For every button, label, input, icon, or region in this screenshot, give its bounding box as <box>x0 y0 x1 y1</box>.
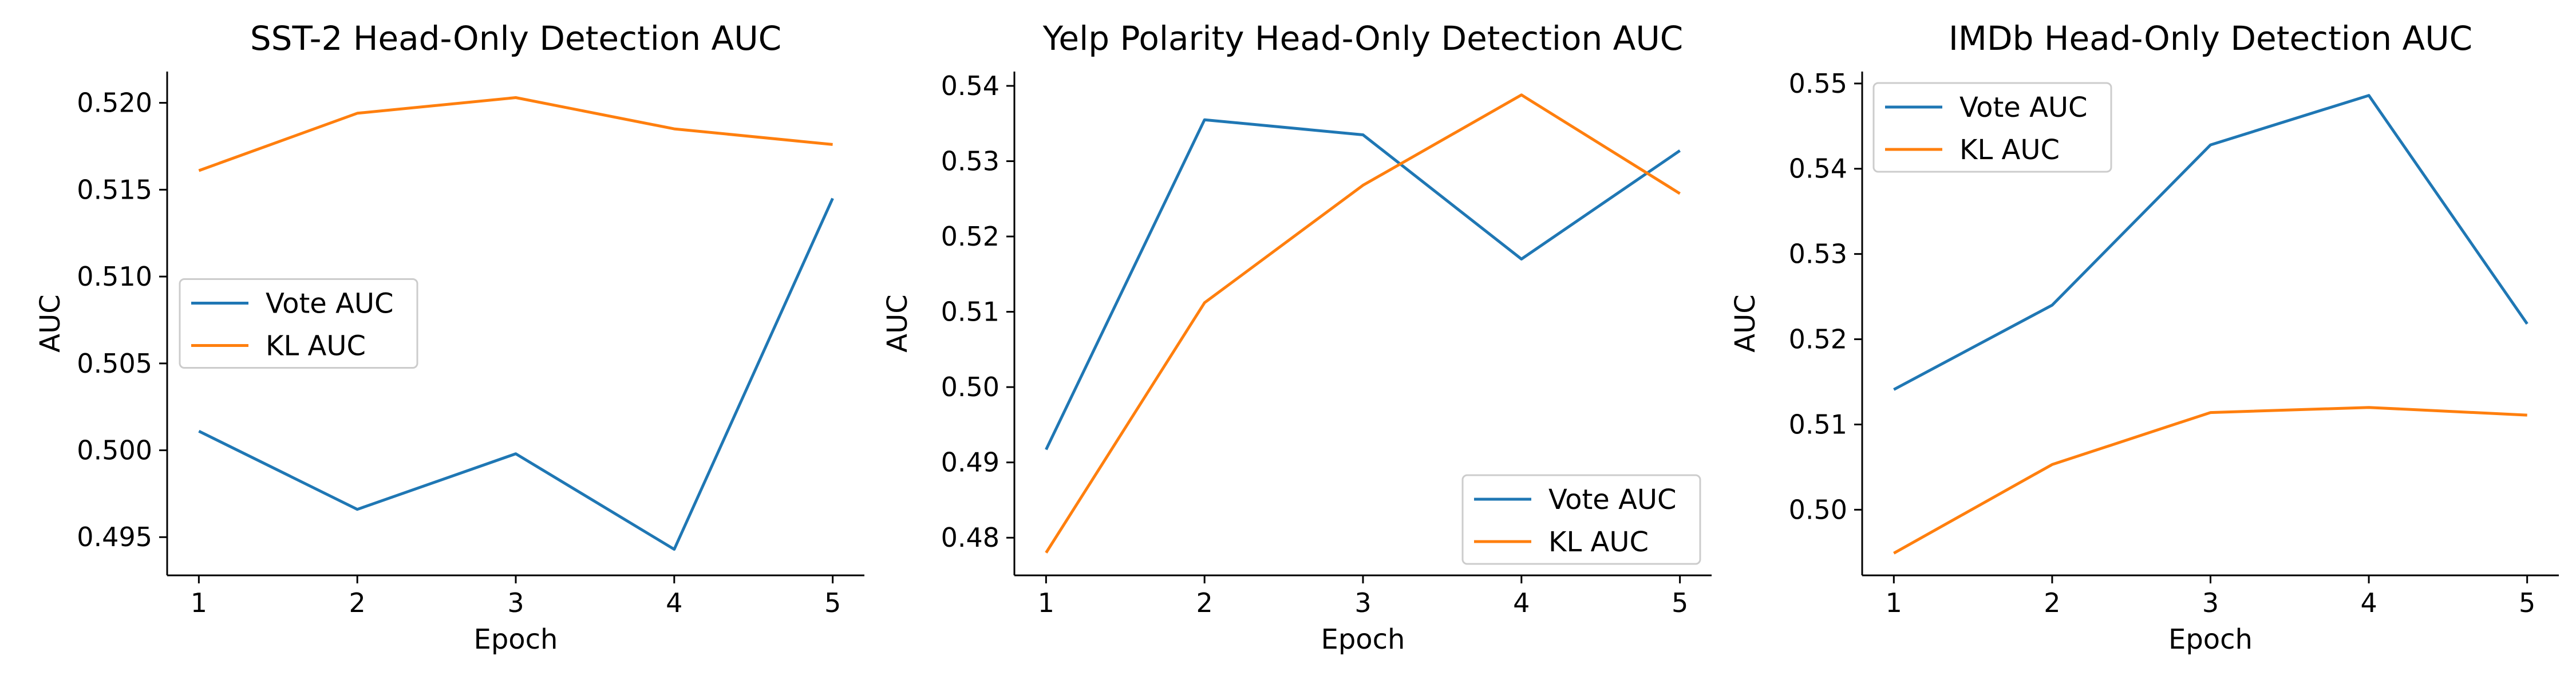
yelp-chart-panel: Yelp Polarity Head-Only Detection AUC 1 2 3… <box>882 19 1712 656</box>
yelp-y-tick-label: 0.52 <box>941 221 999 252</box>
yelp-y-axis-label: AUC <box>882 294 914 352</box>
sst2-x-tick-label: 3 <box>507 587 524 618</box>
yelp-x-axis-label: Epoch <box>1321 623 1405 656</box>
sst2-x-tick-label: 1 <box>191 587 207 618</box>
yelp-x-tick-label: 1 <box>1038 587 1054 618</box>
sst2-y-tick-label: 0.510 <box>77 261 152 292</box>
imdb-y-tick-label: 0.50 <box>1789 494 1847 525</box>
sst2-x-tick-label: 4 <box>666 587 682 618</box>
yelp-y-tick-label: 0.48 <box>941 522 999 553</box>
sst2-x-tick-label: 2 <box>349 587 366 618</box>
imdb-kl-auc-line <box>1893 406 2527 555</box>
sst2-legend: Vote AUC KL AUC <box>179 278 418 369</box>
imdb-x-tick-label: 1 <box>1886 587 1902 618</box>
sst2-y-axis-label: AUC <box>34 294 66 352</box>
sst2-chart-panel: SST-2 Head-Only Detection AUC 1 2 3 4 5 0.495 0… <box>34 19 864 656</box>
yelp-y-tick-label: 0.49 <box>941 447 999 478</box>
imdb-legend: Vote AUC KL AUC <box>1872 82 2112 173</box>
yelp-x-tick-label: 5 <box>1672 587 1688 618</box>
imdb-legend-label: KL AUC <box>1959 134 2060 166</box>
imdb-vote-auc-line <box>1893 94 2528 391</box>
sst2-y-tick-label: 0.520 <box>77 88 152 119</box>
yelp-y-tick-label: 0.54 <box>941 70 999 101</box>
yelp-legend: Vote AUC KL AUC <box>1461 474 1701 565</box>
imdb-x-tick-label: 4 <box>2360 587 2377 618</box>
sst2-y-tick-label: 0.495 <box>77 522 152 552</box>
imdb-y-tick-label: 0.54 <box>1789 153 1847 184</box>
imdb-y-tick-label: 0.55 <box>1789 68 1847 99</box>
imdb-legend-label: Vote AUC <box>1959 92 2088 124</box>
sst2-legend-label: KL AUC <box>266 330 366 362</box>
sst2-y-tick-label: 0.505 <box>77 348 152 379</box>
sst2-x-tick-label: 5 <box>824 587 841 618</box>
imdb-y-axis-label: AUC <box>1729 294 1761 352</box>
sst2-vote-auc-line <box>198 198 834 551</box>
imdb-y-tick-label: 0.52 <box>1789 324 1847 355</box>
yelp-x-tick-label: 2 <box>1196 587 1213 618</box>
yelp-legend-label: KL AUC <box>1548 526 1649 558</box>
yelp-y-tick-label: 0.53 <box>941 146 999 177</box>
sst2-y-tick-label: 0.500 <box>77 435 152 466</box>
imdb-x-tick-label: 5 <box>2519 587 2535 618</box>
imdb-x-tick-label: 2 <box>2044 587 2060 618</box>
imdb-chart-title: IMDb Head-Only Detection AUC <box>1949 19 2472 58</box>
imdb-x-tick-label: 3 <box>2202 587 2219 618</box>
yelp-chart-title: Yelp Polarity Head-Only Detection AUC <box>1042 19 1684 58</box>
sst2-legend-label: Vote AUC <box>266 288 394 320</box>
sst2-chart-title: SST-2 Head-Only Detection AUC <box>250 19 781 58</box>
yelp-y-tick-label: 0.50 <box>941 372 999 402</box>
yelp-legend-label: Vote AUC <box>1548 484 1677 516</box>
yelp-x-tick-label: 4 <box>1513 587 1530 618</box>
sst2-y-tick-label: 0.515 <box>77 174 152 205</box>
sst2-kl-auc-line <box>198 96 833 172</box>
imdb-y-tick-label: 0.53 <box>1789 239 1847 270</box>
imdb-x-axis-label: Epoch <box>2168 623 2253 656</box>
yelp-y-tick-label: 0.51 <box>941 297 999 327</box>
sst2-x-axis-label: Epoch <box>474 623 558 656</box>
imdb-chart-panel: IMDb Head-Only Detection AUC 1 2 3 4 5 0.50 0.5… <box>1729 19 2559 656</box>
yelp-x-tick-label: 3 <box>1354 587 1371 618</box>
imdb-y-tick-label: 0.51 <box>1789 409 1847 440</box>
yelp-vote-auc-line <box>1045 118 1681 451</box>
yelp-kl-auc-line <box>1045 93 1681 554</box>
